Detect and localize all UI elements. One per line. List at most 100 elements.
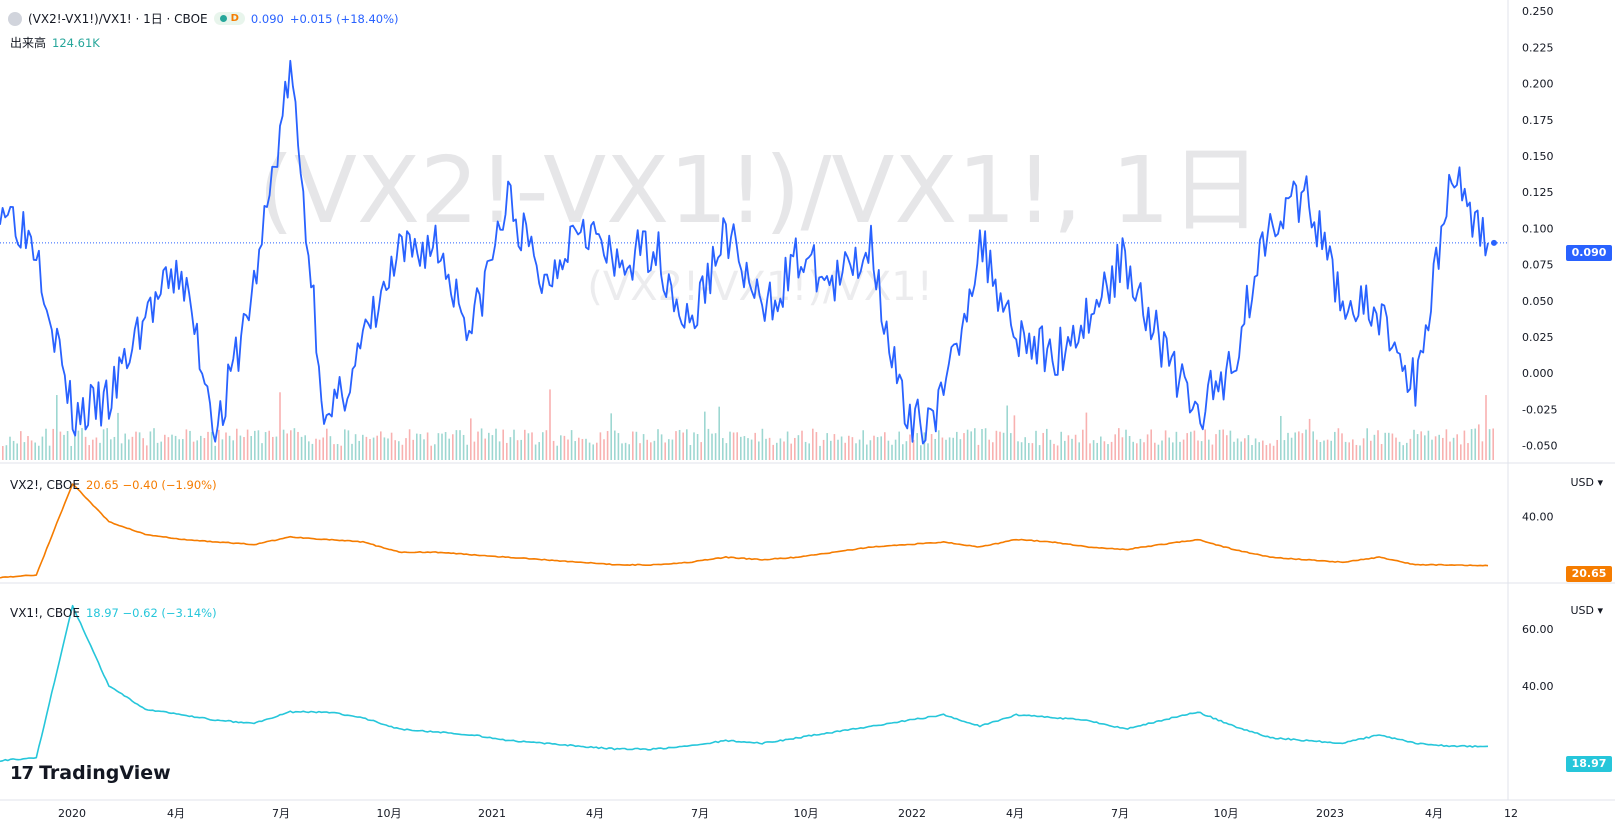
volume-bar — [574, 441, 576, 460]
volume-bar — [1128, 436, 1131, 460]
volume-bar — [81, 428, 83, 460]
volume-bar — [448, 438, 450, 460]
volume-bar — [765, 438, 767, 460]
volume-bar — [1413, 429, 1415, 460]
volume-bar — [1294, 432, 1296, 460]
volume-bar — [243, 437, 245, 460]
vx1-symbol[interactable]: VX1!, CBOE — [10, 606, 80, 620]
vx2-symbol[interactable]: VX2!, CBOE — [10, 478, 80, 492]
tradingview-logo[interactable]: 17 TradingView — [10, 762, 171, 784]
volume-bar — [718, 406, 720, 460]
volume-bar — [1154, 442, 1156, 460]
volume-bar — [624, 442, 627, 460]
volume-bar — [988, 439, 990, 460]
volume-bar — [732, 432, 735, 460]
volume-bar — [524, 429, 526, 460]
volume-bar — [333, 444, 335, 460]
volume-bar — [70, 445, 72, 460]
volume-bar — [941, 437, 944, 460]
volume-bar — [34, 442, 36, 460]
volume-bar — [1121, 437, 1124, 460]
x-axis-label: 4月 — [586, 807, 604, 820]
volume-bar — [1391, 433, 1394, 460]
volume-bar — [430, 445, 432, 460]
volume-bar — [369, 439, 371, 460]
volume-bar — [650, 442, 652, 460]
volume-bar — [826, 433, 828, 460]
volume-bar — [1337, 428, 1340, 460]
volume-bar — [588, 442, 591, 460]
volume-bar — [376, 435, 378, 460]
volume-bar — [1211, 444, 1214, 460]
volume-bar — [74, 436, 76, 460]
x-axis-label: 7月 — [272, 807, 290, 820]
vx1-last-price-tag: 18.97 — [1566, 756, 1612, 772]
x-axis-label: 7月 — [691, 807, 709, 820]
volume-bar — [599, 432, 602, 460]
volume-bar — [426, 432, 429, 460]
last-price-dot — [1491, 239, 1497, 246]
main-symbol-title[interactable]: (VX2!-VX1!)/VX1! · 1日 · CBOE — [28, 12, 208, 26]
volume-bar — [938, 430, 940, 460]
volume-bar — [387, 438, 389, 460]
volume-bar — [1132, 441, 1134, 460]
volume-bar — [570, 430, 573, 460]
volume-bar — [563, 435, 566, 460]
volume-bar — [1352, 439, 1354, 460]
volume-bar — [110, 439, 112, 460]
volume-bar — [1107, 444, 1109, 460]
vx1-series-line — [0, 604, 1489, 763]
volume-bar — [927, 443, 929, 460]
volume-bar — [1190, 431, 1192, 460]
volume-bar — [106, 428, 108, 460]
volume-bar — [934, 438, 936, 460]
volume-bar — [848, 435, 850, 460]
vx1-currency-selector[interactable]: USD ▾ — [1570, 604, 1603, 617]
tradingview-logo-text: TradingView — [39, 762, 171, 784]
volume-bar — [174, 435, 177, 460]
volume-bar — [1049, 439, 1052, 460]
volume-bar — [452, 434, 454, 460]
volume-bar — [945, 439, 947, 460]
volume-bar — [160, 441, 162, 460]
volume-bar — [192, 441, 195, 460]
volume-bar — [1373, 434, 1376, 460]
vx2-currency-selector[interactable]: USD ▾ — [1570, 476, 1603, 489]
main-legend: (VX2!-VX1!)/VX1! · 1日 · CBOE D 0.090 +0.… — [8, 10, 399, 27]
volume-bar — [261, 443, 263, 460]
volume-bar — [99, 442, 101, 460]
volume-bar — [419, 434, 422, 460]
volume-bar — [1474, 428, 1476, 460]
main-last-price-tag: 0.090 — [1566, 245, 1612, 261]
volume-bar — [538, 442, 540, 460]
volume-bar — [1157, 444, 1160, 460]
volume-bar — [232, 440, 234, 460]
volume-bar — [1031, 443, 1034, 460]
volume-bar — [300, 436, 303, 460]
volume-bar — [297, 431, 299, 460]
vx2-last-price-tag: 20.65 — [1566, 566, 1612, 582]
volume-bar — [1143, 442, 1145, 460]
volume-bar — [2, 445, 4, 460]
volume-bar — [45, 428, 47, 460]
volume-bar — [1161, 440, 1163, 460]
volume-label[interactable]: 出来高 — [10, 36, 47, 50]
volume-bar — [786, 431, 789, 460]
market-status-badge[interactable]: D — [213, 12, 245, 25]
volume-bar — [95, 437, 98, 460]
volume-bar — [743, 436, 746, 460]
volume-bar — [1179, 441, 1181, 460]
volume-bar — [1118, 428, 1120, 460]
volume-bar — [477, 431, 479, 460]
volume-bar — [59, 431, 62, 460]
volume-bar — [1254, 438, 1257, 460]
volume-bar — [830, 440, 832, 460]
volume-bar — [124, 433, 126, 460]
volume-bar — [948, 437, 951, 460]
volume-bar — [560, 435, 562, 460]
volume-bar — [527, 433, 530, 460]
volume-bar — [862, 430, 864, 460]
volume-bar — [668, 439, 670, 460]
volume-bar — [891, 444, 893, 460]
